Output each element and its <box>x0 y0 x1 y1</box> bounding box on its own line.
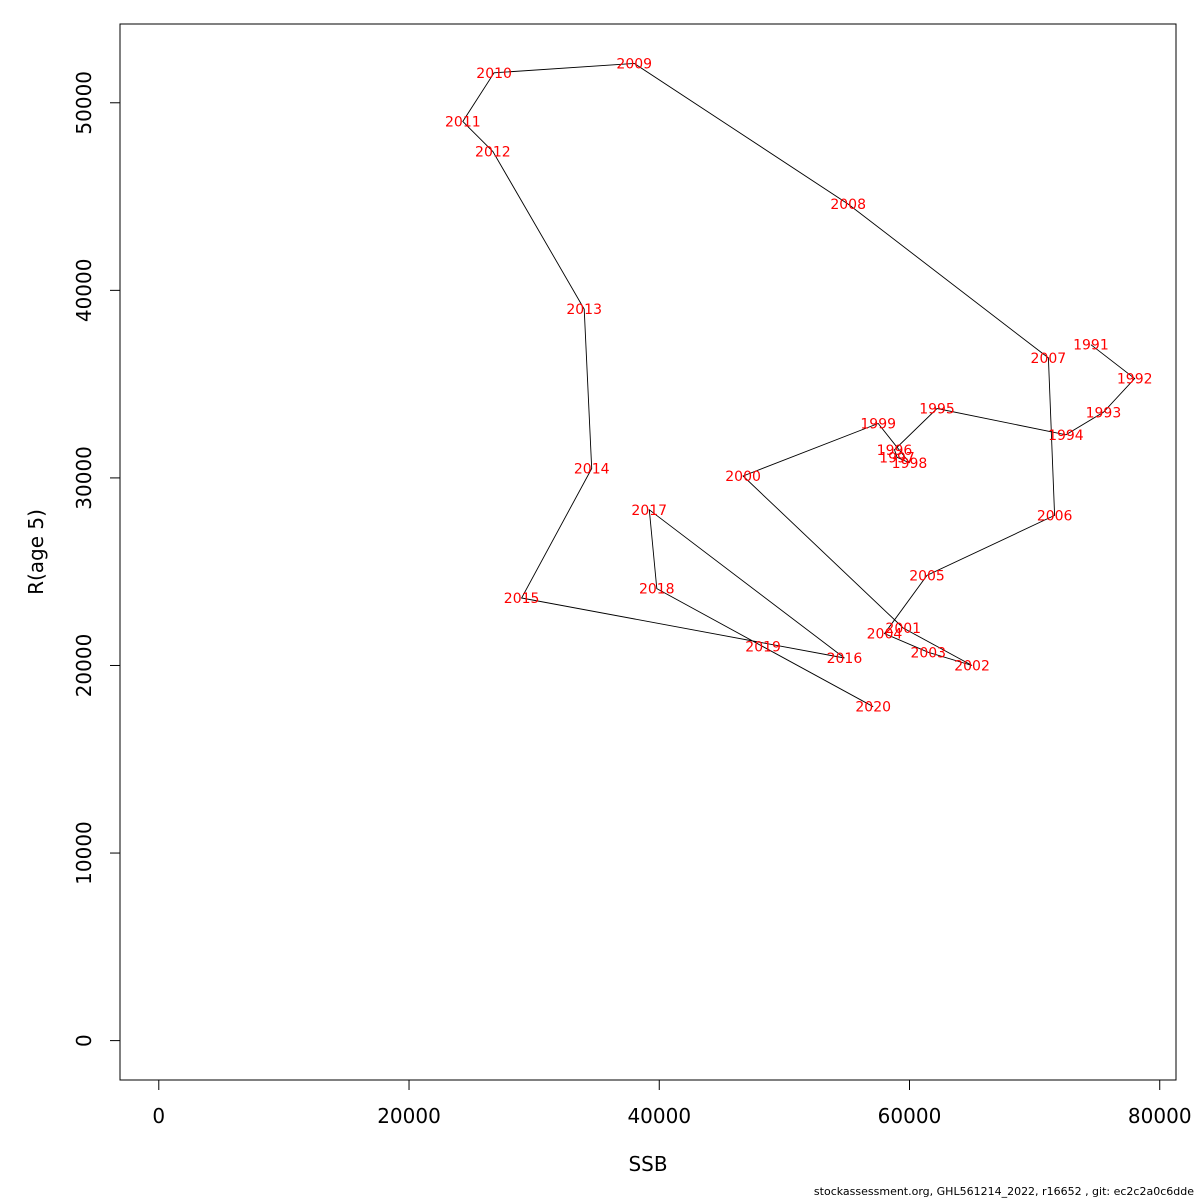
y-axis: 0 10000 20000 30000 40000 50000 <box>72 71 121 1047</box>
year-label-2000: 2000 <box>725 469 761 485</box>
year-label-2018: 2018 <box>639 582 675 598</box>
year-label-2013: 2013 <box>566 302 602 318</box>
year-label-1992: 1992 <box>1117 372 1153 388</box>
year-label-2010: 2010 <box>476 66 512 82</box>
year-label-2001: 2001 <box>885 621 921 637</box>
year-label-1993: 1993 <box>1086 405 1122 421</box>
y-axis-title: R(age 5) <box>24 509 48 595</box>
year-label-1991: 1991 <box>1073 338 1109 354</box>
year-label-2012: 2012 <box>475 145 511 161</box>
year-label-2016: 2016 <box>827 651 863 667</box>
year-label-2014: 2014 <box>574 462 610 478</box>
year-label-2011: 2011 <box>445 115 481 131</box>
x-tick-label: 80000 <box>1128 1104 1192 1128</box>
year-label-2008: 2008 <box>830 197 866 213</box>
x-tick-label: 60000 <box>878 1104 942 1128</box>
year-label-1994: 1994 <box>1048 428 1084 444</box>
year-label-2002: 2002 <box>954 658 990 674</box>
year-label-2015: 2015 <box>504 591 540 607</box>
year-label-2005: 2005 <box>909 568 945 584</box>
y-tick-label: 0 <box>72 1034 96 1047</box>
year-label-1995: 1995 <box>919 402 955 418</box>
footer-credit: stockassessment.org, GHL561214_2022, r16… <box>813 1185 1194 1198</box>
x-axis-title: SSB <box>628 1152 667 1176</box>
year-label-2003: 2003 <box>910 645 946 661</box>
year-label-2017: 2017 <box>631 503 667 519</box>
x-tick-label: 40000 <box>627 1104 691 1128</box>
y-tick-label: 40000 <box>72 259 96 323</box>
x-tick-label: 0 <box>152 1104 165 1128</box>
y-tick-label: 20000 <box>72 634 96 698</box>
year-label-2004: 2004 <box>867 627 903 643</box>
year-label-1999: 1999 <box>860 417 896 433</box>
year-label-1997: 1997 <box>879 450 915 466</box>
x-tick-label: 20000 <box>377 1104 441 1128</box>
stock-recruitment-line <box>462 62 1136 708</box>
year-label-2007: 2007 <box>1031 351 1067 367</box>
plot-frame <box>119 23 1177 1081</box>
year-label-2006: 2006 <box>1037 508 1073 524</box>
y-tick-label: 50000 <box>72 71 96 135</box>
year-label-2009: 2009 <box>616 56 652 72</box>
year-label-1998: 1998 <box>892 456 928 472</box>
year-label-1996: 1996 <box>877 443 913 459</box>
y-tick-label: 30000 <box>72 446 96 510</box>
x-axis: 0 20000 40000 60000 80000 <box>152 1079 1192 1128</box>
year-label-2020: 2020 <box>855 700 891 716</box>
y-tick-label: 10000 <box>72 821 96 885</box>
year-label-2019: 2019 <box>745 640 781 656</box>
